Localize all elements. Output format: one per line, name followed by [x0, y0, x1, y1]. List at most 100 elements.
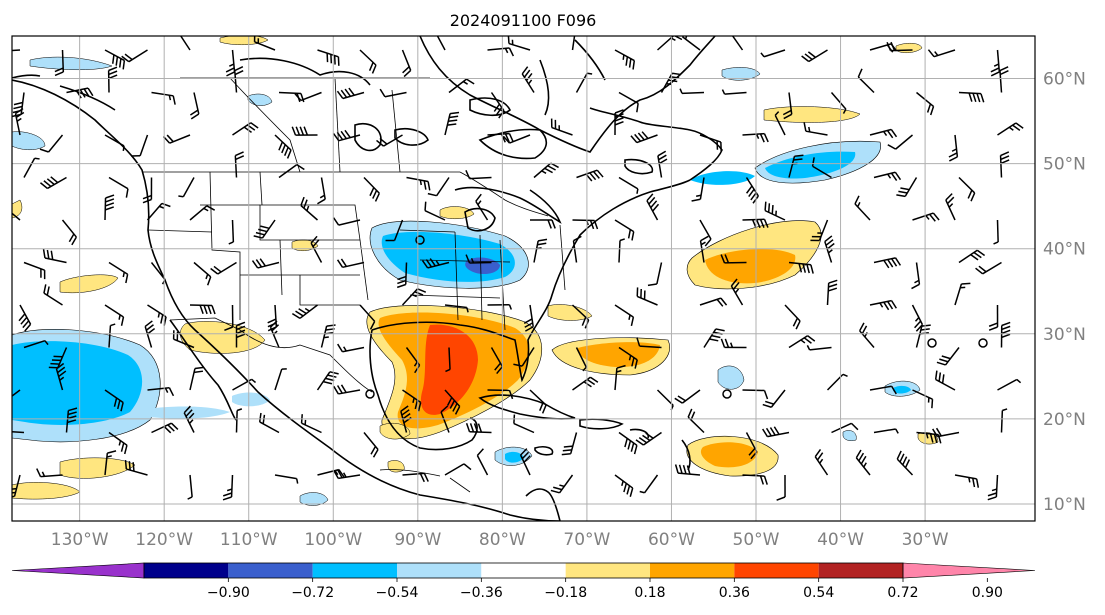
- wind-barb: [294, 91, 322, 102]
- latitude-label: 50°N: [1043, 155, 1086, 175]
- wind-barb: [444, 304, 469, 313]
- wind-barb: [65, 407, 78, 433]
- wind-barb: [830, 92, 847, 114]
- colorbar-segment: [312, 563, 397, 578]
- wind-barb: [490, 92, 505, 119]
- wind-barb: [614, 304, 635, 327]
- latitude-label: 20°N: [1043, 410, 1086, 430]
- wind-barb: [42, 249, 67, 264]
- wind-barb: [108, 176, 129, 198]
- wind-barb: [502, 134, 531, 144]
- colorbar-frame: [143, 562, 904, 579]
- wind-barb: [12, 389, 21, 398]
- longitude-labels: 130°W 120°W 110°W 100°W 90°W 80°W 70°W 60°W 50°W…: [51, 530, 949, 550]
- wind-barb: [445, 347, 451, 373]
- wind-barb: [948, 134, 959, 162]
- longitude-label: 120°W: [135, 530, 193, 550]
- wind-barb: [66, 87, 94, 99]
- wind-barb: [124, 460, 148, 476]
- longitude-label: 110°W: [220, 530, 278, 550]
- colorbar-segment: [818, 563, 903, 578]
- wind-barb: [762, 389, 786, 408]
- wind-barb: [681, 36, 701, 51]
- wind-barb: [760, 49, 786, 58]
- wind-barb: [630, 131, 658, 144]
- wind-barb: [571, 36, 576, 51]
- wind-barb: [831, 422, 859, 434]
- wind-barb: [857, 68, 875, 94]
- wind-barb: [784, 304, 801, 330]
- wind-barb: [274, 474, 299, 484]
- wind-barb: [332, 217, 361, 226]
- longitude-label: 50°W: [733, 530, 780, 550]
- longitude-label: 40°W: [817, 530, 864, 550]
- wind-barb: [958, 176, 976, 202]
- wind-barb: [911, 262, 921, 290]
- wind-barb: [513, 347, 535, 367]
- wind-barb: [614, 474, 634, 497]
- map-panel[interactable]: [0, 24, 1036, 522]
- longitude-label: 70°W: [563, 530, 610, 550]
- anomaly-shading: [12, 36, 939, 506]
- wind-barb: [427, 177, 450, 197]
- wind-barb: [224, 304, 234, 331]
- wind-barb: [730, 278, 744, 306]
- latitude-label: 60°N: [1043, 70, 1086, 90]
- wind-barb: [291, 304, 318, 319]
- wind-barb: [720, 338, 747, 349]
- wind-barb: [636, 337, 662, 349]
- colorbar-tick-label: 0.36: [719, 585, 750, 601]
- wind-barb: [144, 320, 156, 348]
- wind-barb: [228, 219, 235, 245]
- colorbar-tick-label: −0.72: [291, 585, 334, 601]
- wind-barb: [178, 177, 195, 198]
- wind-barb: [742, 132, 769, 143]
- wind-barb: [12, 431, 25, 434]
- wind-barb: [269, 320, 280, 348]
- wind-barb: [699, 219, 712, 247]
- wind-barb: [934, 370, 956, 391]
- wind-barb: [363, 176, 381, 202]
- wind-barb: [896, 177, 918, 198]
- wind-barb: [401, 49, 412, 78]
- wind-barb: [618, 91, 639, 113]
- wind-barb: [614, 219, 635, 241]
- wind-barb: [316, 371, 339, 391]
- wind-barb: [424, 201, 446, 221]
- longitude-label: 30°W: [902, 530, 949, 550]
- wind-barb: [788, 261, 814, 274]
- wind-barb: [764, 201, 786, 221]
- wind-barb: [614, 109, 624, 136]
- wind-barb: [487, 304, 513, 310]
- wind-barb: [533, 162, 559, 179]
- wind-barb: [806, 345, 832, 351]
- wind-barb: [614, 49, 636, 70]
- wind-barb: [36, 468, 63, 478]
- wind-barb: [193, 261, 212, 286]
- wind-barb: [121, 49, 148, 63]
- wind-barb: [550, 118, 573, 136]
- wind-barb: [824, 235, 835, 263]
- wind-barb: [274, 134, 292, 159]
- colorbar-tick-label: 0.72: [887, 585, 918, 601]
- gridlines: [12, 36, 1035, 521]
- wind-barb: [721, 89, 747, 95]
- wind-barb: [147, 386, 175, 397]
- wind-barb: [440, 405, 450, 433]
- wind-barb: [104, 49, 126, 70]
- wind-barb: [886, 41, 913, 52]
- wind-barb: [635, 431, 662, 446]
- wind-barb: [14, 107, 25, 136]
- wind-barb: [333, 384, 361, 395]
- wind-barb: [235, 321, 246, 348]
- wind-barb: [529, 389, 547, 414]
- colorbar-segment: [650, 563, 735, 578]
- wind-barb: [235, 408, 243, 433]
- wind-barb: [402, 472, 429, 483]
- wind-barb: [674, 464, 701, 476]
- wind-barb: [172, 330, 195, 349]
- wind-barb: [993, 219, 999, 245]
- longitude-label: 80°W: [479, 530, 526, 550]
- wind-barb: [278, 163, 305, 179]
- colorbar-tick-label: 0.18: [634, 585, 665, 601]
